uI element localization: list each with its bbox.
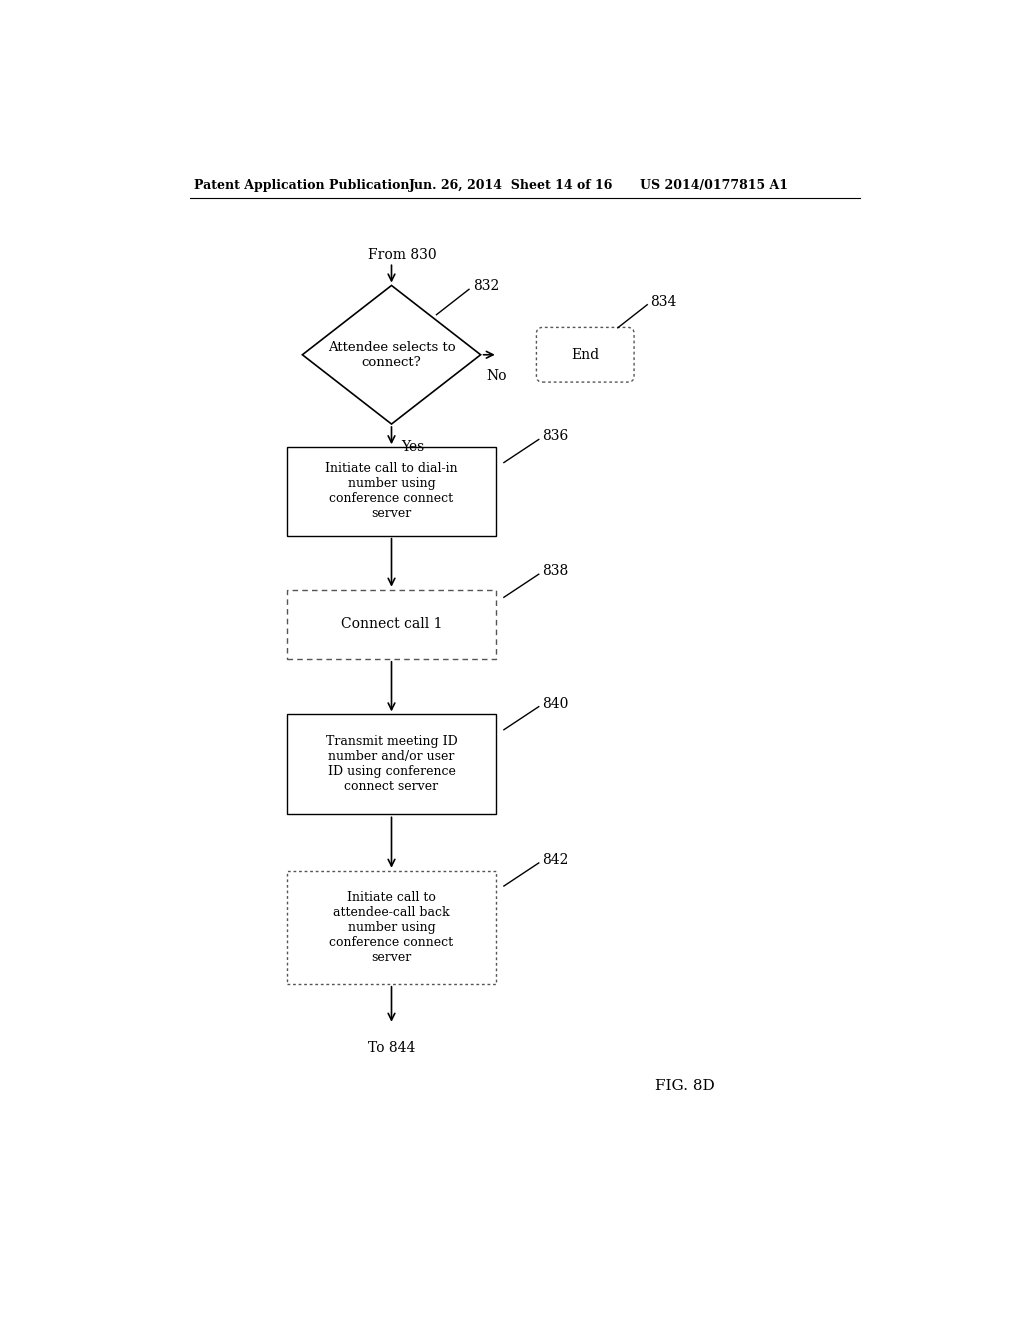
Text: 840: 840 bbox=[542, 697, 568, 710]
Text: 842: 842 bbox=[542, 853, 568, 867]
Text: US 2014/0177815 A1: US 2014/0177815 A1 bbox=[640, 178, 787, 191]
Text: Attendee selects to
connect?: Attendee selects to connect? bbox=[328, 341, 456, 368]
Text: 838: 838 bbox=[542, 564, 568, 578]
Text: 836: 836 bbox=[542, 429, 568, 444]
Text: Initiate call to dial-in
number using
conference connect
server: Initiate call to dial-in number using co… bbox=[326, 462, 458, 520]
Text: 834: 834 bbox=[650, 294, 677, 309]
Text: End: End bbox=[571, 347, 599, 362]
Text: Connect call 1: Connect call 1 bbox=[341, 618, 442, 631]
Text: From 830: From 830 bbox=[369, 248, 437, 261]
Text: FIG. 8D: FIG. 8D bbox=[655, 1080, 715, 1093]
Text: Initiate call to
attendee-call back
number using
conference connect
server: Initiate call to attendee-call back numb… bbox=[330, 891, 454, 964]
Text: Jun. 26, 2014  Sheet 14 of 16: Jun. 26, 2014 Sheet 14 of 16 bbox=[410, 178, 613, 191]
Text: Yes: Yes bbox=[400, 440, 424, 454]
Text: Patent Application Publication: Patent Application Publication bbox=[194, 178, 410, 191]
Text: 832: 832 bbox=[473, 280, 499, 293]
Text: No: No bbox=[486, 368, 507, 383]
Text: To 844: To 844 bbox=[369, 1040, 416, 1055]
Text: Transmit meeting ID
number and/or user
ID using conference
connect server: Transmit meeting ID number and/or user I… bbox=[326, 735, 458, 793]
